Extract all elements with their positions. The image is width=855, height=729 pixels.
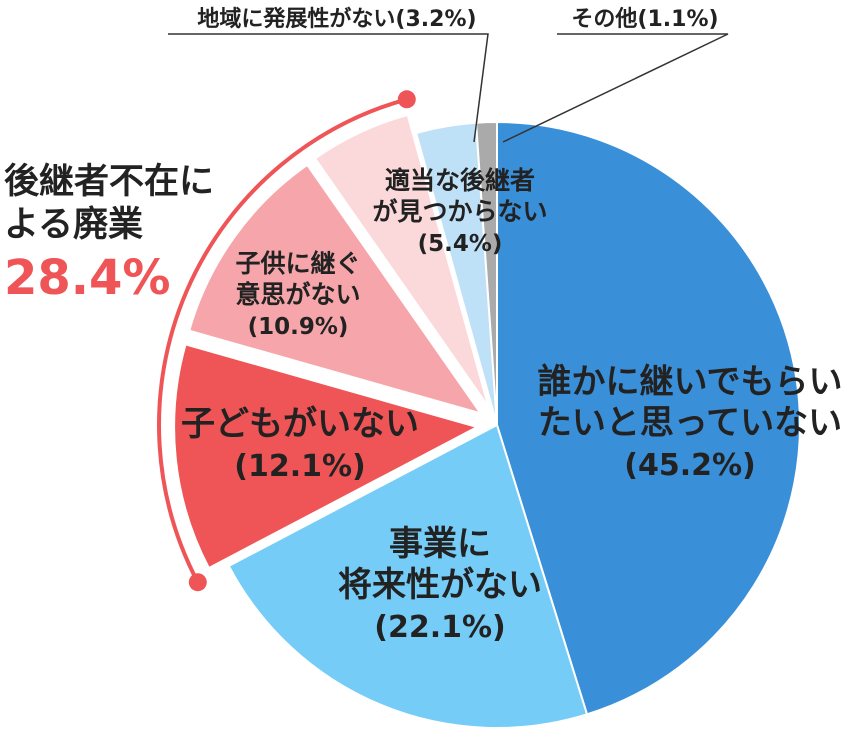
- slice-label-text: その他(1.1%): [571, 7, 718, 32]
- group-label-line-2: よる廃業: [4, 205, 143, 245]
- group-label: 後継者不在に よる廃業 28.4%: [4, 162, 214, 306]
- slice-label-3: 子どもがいない (12.1%): [181, 404, 419, 484]
- slice-percentage: (22.1%): [374, 610, 506, 645]
- group-bracket-arc: [157, 97, 408, 584]
- pie-slices: [173, 113, 801, 729]
- slice-label-line: 子供に継ぐ: [235, 249, 360, 278]
- slice-percentage: (12.1%): [234, 449, 366, 484]
- slice-label-line: 事業に: [389, 524, 491, 564]
- leader-lines: [168, 33, 729, 143]
- group-bracket: [157, 90, 416, 592]
- slice-label-line: 子どもがいない: [181, 404, 419, 444]
- slice-label-line: 将来性がない: [338, 565, 542, 605]
- pie-slice-5: [313, 113, 490, 408]
- pie-slice-3: [173, 343, 480, 570]
- slice-label-line: が見つからない: [372, 197, 547, 226]
- slice-label-line: 適当な後継者: [385, 166, 535, 195]
- slice-label-line: たいと思っていない: [538, 403, 842, 443]
- slice-label-line: 意思がない: [235, 280, 360, 309]
- leader-line: [502, 33, 729, 143]
- slice-label-6: 地域に発展性がない(3.2%): [197, 6, 476, 32]
- leader-line: [168, 33, 489, 143]
- slice-label-text: 地域に発展性がない(3.2%): [197, 6, 476, 32]
- pie-slice-2: [227, 423, 589, 729]
- pie-slice-4: [187, 163, 484, 416]
- slice-label-line: 誰かに継いでもらい: [538, 362, 843, 402]
- group-percentage: 28.4%: [4, 250, 171, 306]
- slice-percentage: (10.9%): [248, 314, 349, 340]
- group-label-line-1: 後継者不在に: [4, 162, 214, 202]
- slice-label-7: その他(1.1%): [571, 7, 718, 32]
- pie-slice-1: [496, 120, 801, 716]
- group-bracket-end-dot: [188, 573, 207, 592]
- slice-percentage: (5.4%): [418, 231, 503, 257]
- slice-percentage: (45.2%): [624, 448, 756, 483]
- group-bracket-end-dot: [397, 90, 416, 109]
